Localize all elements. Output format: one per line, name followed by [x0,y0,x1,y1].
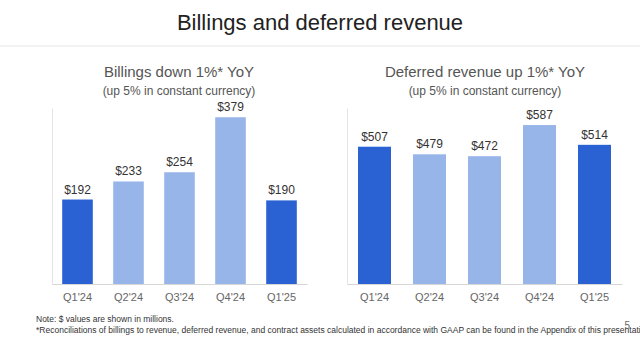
x-axis-line [348,284,623,285]
page-title: Billings and deferred revenue [177,10,463,35]
x-tick: Q4'24 [525,284,554,303]
x-axis: Q1'24 Q2'24 Q3'24 Q4'24 Q1'25 [348,284,623,303]
bar [62,200,93,284]
x-tick: Q3'24 [165,284,194,303]
y-axis-line [347,109,348,285]
bar [266,200,297,284]
x-tick-label: Q1'24 [360,291,389,303]
footnotes: Note: $ values are shown in millions.*Re… [36,314,640,335]
chart: Deferred revenue up 1%* YoY (up 5% in con… [348,63,623,303]
x-axis-line [53,284,308,285]
data-label: $587 [526,108,553,122]
y-axis [52,109,53,285]
chart-title: Billings down 1%* YoY [104,63,254,80]
data-labels: $192 $233 $254 $379 $190 [64,100,295,197]
data-label: $479 [416,137,443,151]
data-labels: $507 $479 $472 $587 $514 [361,108,608,153]
footnote: Note: $ values are shown in millions. [36,314,174,324]
x-tick-label: Q4'24 [216,291,245,303]
page-number: 5 [624,320,630,331]
chart-title: Deferred revenue up 1%* YoY [385,63,585,80]
x-axis: Q1'24 Q2'24 Q3'24 Q4'24 Q1'25 [53,284,308,303]
y-axis [347,109,348,285]
x-tick: Q3'24 [470,284,499,303]
data-label: $254 [166,155,193,169]
x-tick-label: Q1'24 [63,291,92,303]
bar [468,156,501,284]
slide: Billings and deferred revenue Billings do… [0,0,640,339]
x-tick-label: Q4'24 [525,291,554,303]
data-label: $507 [361,130,388,144]
x-tick-label: Q1'25 [267,291,296,303]
x-tick: Q1'25 [267,284,296,303]
chart: Billings down 1%* YoY (up 5% in constant … [53,63,308,303]
y-axis-line [52,109,53,285]
bars [62,117,297,284]
bar [413,154,446,284]
bar [215,117,246,284]
x-tick: Q4'24 [216,284,245,303]
bar [164,172,195,284]
data-label: $192 [64,183,91,197]
x-tick-label: Q3'24 [165,291,194,303]
data-label: $514 [581,128,608,142]
bar [113,181,144,284]
x-tick: Q2'24 [114,284,143,303]
footnote: *Reconciliations of billings to revenue,… [36,325,640,335]
bar [523,125,556,284]
bars [358,125,611,284]
data-label: $190 [268,183,295,197]
data-label: $379 [217,100,244,114]
x-tick-label: Q2'24 [114,291,143,303]
data-label: $233 [115,164,142,178]
x-tick: Q1'25 [580,284,609,303]
x-tick-label: Q2'24 [415,291,444,303]
bar [358,147,391,284]
bar [578,145,611,284]
x-tick-label: Q1'25 [580,291,609,303]
chart-subtitle: (up 5% in constant currency) [409,84,562,98]
x-tick: Q1'24 [63,284,92,303]
x-tick-label: Q3'24 [470,291,499,303]
data-label: $472 [471,139,498,153]
x-tick: Q1'24 [360,284,389,303]
chart-subtitle: (up 5% in constant currency) [103,84,256,98]
title-rule [0,46,640,47]
x-tick: Q2'24 [415,284,444,303]
